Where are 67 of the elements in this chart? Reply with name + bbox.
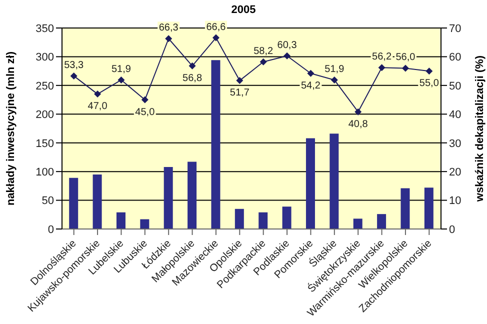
point bbox=[118, 76, 125, 84]
bar bbox=[188, 162, 197, 229]
chart-title: 2005 bbox=[230, 4, 257, 16]
y2-tick-label: 40 bbox=[449, 109, 462, 122]
point bbox=[378, 64, 386, 72]
bar bbox=[69, 178, 78, 229]
y-tick-label: 50 bbox=[42, 195, 54, 208]
bar bbox=[164, 166, 173, 229]
point bbox=[212, 34, 220, 42]
y-tick-label: 200 bbox=[36, 109, 54, 122]
bar bbox=[424, 188, 434, 229]
point bbox=[402, 64, 409, 72]
data-label: 66,6 bbox=[206, 22, 226, 33]
y-tick-label: 150 bbox=[36, 138, 54, 150]
y-tick-label: 100 bbox=[36, 166, 54, 178]
y2-tick-label: 60 bbox=[449, 52, 462, 64]
y2-tick-label: 10 bbox=[449, 195, 462, 208]
bar bbox=[353, 218, 362, 229]
y2-tick-label: 20 bbox=[449, 166, 462, 178]
data-label: 56,8 bbox=[182, 72, 202, 84]
point bbox=[70, 72, 78, 80]
data-label: 40,8 bbox=[348, 118, 368, 130]
data-label: 60,3 bbox=[277, 40, 298, 51]
y2-tick-label: 70 bbox=[449, 22, 462, 35]
y2-tick-label: 0 bbox=[449, 224, 456, 236]
bar bbox=[258, 212, 268, 229]
point bbox=[188, 62, 196, 70]
point bbox=[426, 68, 433, 75]
y2-tick-label: 50 bbox=[449, 80, 462, 92]
y2-axis-title: wskaźnik dekapitalizacji (%) bbox=[474, 55, 486, 203]
point bbox=[94, 90, 102, 98]
y2-tick-label: 30 bbox=[449, 138, 462, 150]
data-label: 45,0 bbox=[135, 106, 156, 118]
bar bbox=[306, 138, 315, 229]
data-label: 56,2 bbox=[372, 52, 392, 63]
bar bbox=[211, 60, 220, 229]
y-tick-label: 350 bbox=[36, 22, 54, 35]
bar bbox=[140, 219, 150, 229]
data-label: 51,9 bbox=[324, 64, 345, 75]
bar bbox=[116, 212, 126, 229]
point bbox=[330, 76, 338, 84]
y-tick-label: 250 bbox=[36, 80, 54, 92]
y-tick-label: 300 bbox=[36, 52, 54, 64]
y-axis-title: nakłady inwestycyjne (mln zł) bbox=[4, 51, 17, 206]
bar bbox=[234, 208, 244, 229]
bar bbox=[377, 214, 386, 229]
point bbox=[236, 77, 244, 84]
point bbox=[260, 58, 267, 66]
bar bbox=[92, 174, 102, 229]
bar bbox=[400, 188, 410, 229]
point bbox=[284, 52, 291, 60]
point bbox=[307, 70, 314, 77]
data-label: 51,9 bbox=[111, 64, 132, 75]
point bbox=[141, 96, 148, 104]
y-tick-label: 0 bbox=[48, 224, 54, 236]
data-label: 66,3 bbox=[158, 22, 179, 34]
point bbox=[165, 35, 172, 42]
data-label: 53,3 bbox=[64, 60, 84, 71]
point bbox=[354, 108, 362, 116]
bar bbox=[330, 134, 339, 229]
data-label: 51,7 bbox=[230, 88, 250, 99]
data-label: 55,0 bbox=[419, 78, 440, 90]
data-label: 54,2 bbox=[300, 80, 321, 92]
bar bbox=[282, 206, 292, 229]
data-label: 56,0 bbox=[396, 52, 416, 64]
data-label: 47,0 bbox=[88, 101, 108, 112]
data-label: 58,2 bbox=[254, 46, 274, 57]
